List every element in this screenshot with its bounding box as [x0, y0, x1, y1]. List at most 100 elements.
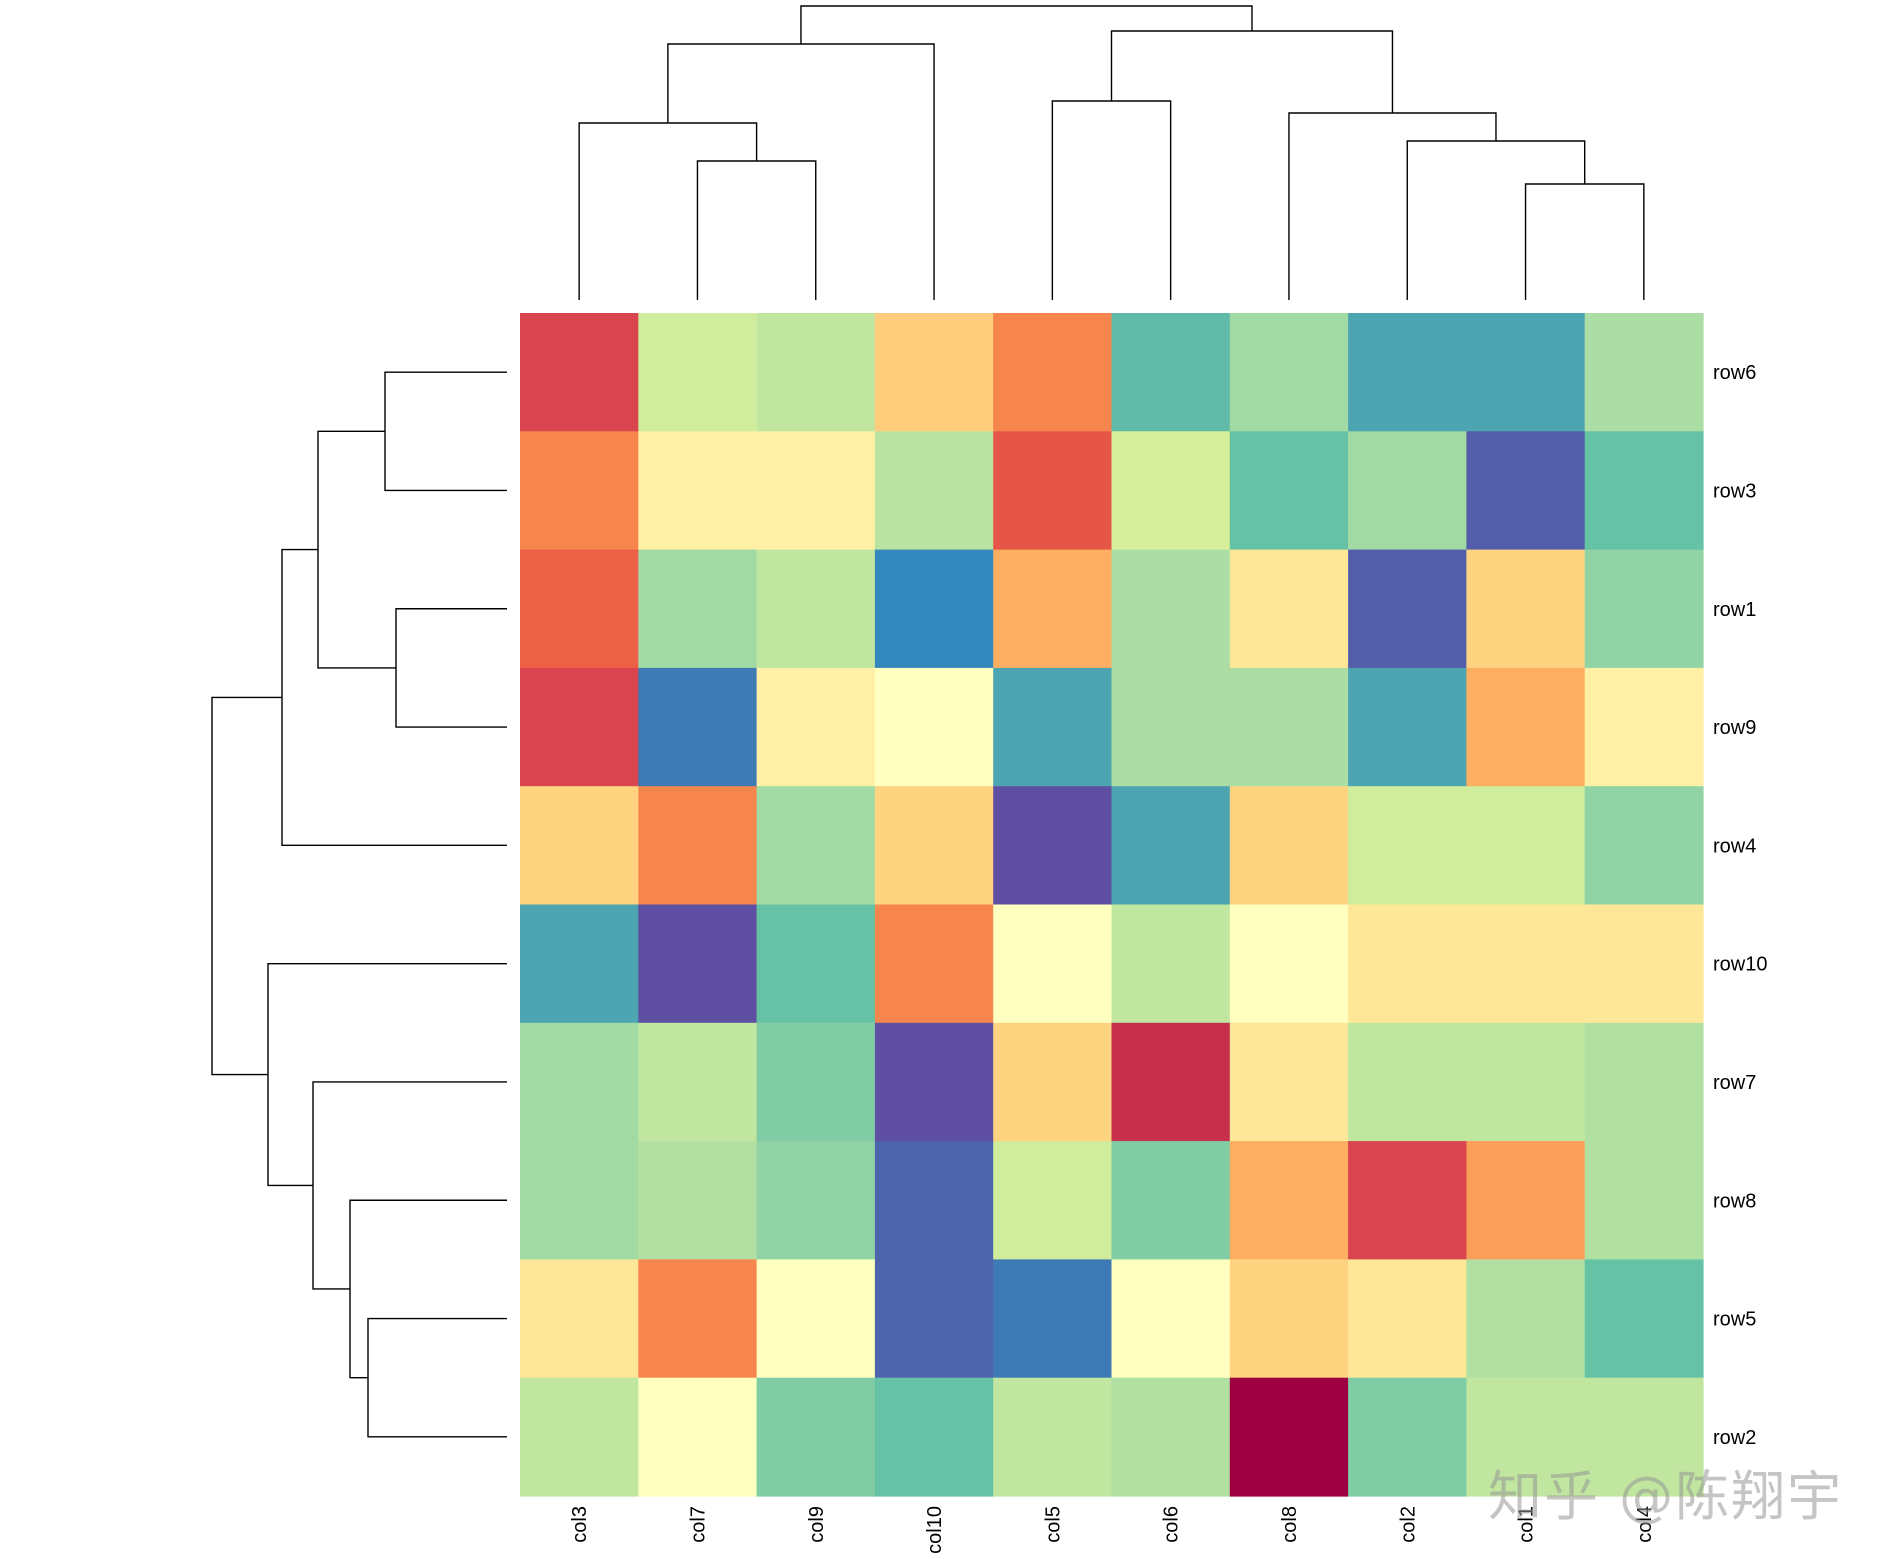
heatmap-cell-row8-col9: [757, 1141, 876, 1260]
heatmap-cell-row5-col1: [1466, 1259, 1585, 1378]
heatmap-cell-row1-col10: [875, 550, 994, 669]
column-dendrogram-link: [1526, 184, 1644, 300]
heatmap-cell-row3-col6: [1112, 431, 1231, 550]
column-dendrogram-link: [697, 161, 815, 300]
row-label: row8: [1713, 1190, 1756, 1212]
row-dendrogram-link: [350, 1200, 507, 1377]
heatmap-cell-row9-col4: [1585, 668, 1704, 787]
heatmap-cell-row5-col7: [638, 1259, 757, 1378]
heatmap-cell-row8-col4: [1585, 1141, 1704, 1260]
heatmap-cell-row7-col6: [1112, 1023, 1231, 1142]
heatmap-cell-row3-col2: [1348, 431, 1467, 550]
heatmap-cell-row1-col6: [1112, 550, 1231, 669]
row-label: row7: [1713, 1072, 1756, 1094]
heatmap-cell-row3-col3: [520, 431, 639, 550]
heatmap-cell-row4-col5: [993, 786, 1112, 905]
heatmap-cell-row4-col2: [1348, 786, 1467, 905]
heatmap-cell-row8-col10: [875, 1141, 994, 1260]
heatmap-cell-row3-col4: [1585, 431, 1704, 550]
heatmap-cell-row7-col10: [875, 1023, 994, 1142]
heatmap-cell-row5-col4: [1585, 1259, 1704, 1378]
heatmap-cell-row4-col4: [1585, 786, 1704, 905]
heatmap-cell-row4-col8: [1230, 786, 1349, 905]
heatmap-cell-row7-col9: [757, 1023, 876, 1142]
row-dendrogram-link: [385, 372, 507, 490]
heatmap-cell-row1-col4: [1585, 550, 1704, 669]
heatmap-cell-row2-col3: [520, 1378, 639, 1497]
row-dendrogram-link: [313, 1082, 507, 1289]
heatmap-cell-row1-col2: [1348, 550, 1467, 669]
heatmap-cell-row10-col3: [520, 905, 639, 1024]
heatmap-cell-row4-col7: [638, 786, 757, 905]
heatmap-cell-row7-col1: [1466, 1023, 1585, 1142]
heatmap-cell-row1-col8: [1230, 550, 1349, 669]
heatmap-cell-row9-col9: [757, 668, 876, 787]
row-labels: row6 row3 row1 row9 row4 row10 row7 row8 row5 row…: [1713, 362, 1767, 1449]
heatmap-cell-row5-col10: [875, 1259, 994, 1378]
heatmap-cell-row6-col8: [1230, 313, 1349, 432]
heatmap-cell-row8-col5: [993, 1141, 1112, 1260]
heatmap-cell-row1-col7: [638, 550, 757, 669]
column-label: col3: [569, 1506, 591, 1543]
heatmap-cell-row3-col9: [757, 431, 876, 550]
heatmap-cell-row6-col7: [638, 313, 757, 432]
heatmap-cell-row5-col3: [520, 1259, 639, 1378]
heatmap-cell-row9-col5: [993, 668, 1112, 787]
heatmap-cell-row8-col8: [1230, 1141, 1349, 1260]
heatmap-cell-row10-col2: [1348, 905, 1467, 1024]
heatmap-cell-row5-col2: [1348, 1259, 1467, 1378]
heatmap-cell-row9-col2: [1348, 668, 1467, 787]
heatmap-cell-row5-col8: [1230, 1259, 1349, 1378]
row-dendrogram-link: [368, 1319, 507, 1437]
row-label: row1: [1713, 599, 1756, 621]
heatmap-cell-row2-col9: [757, 1378, 876, 1497]
heatmap-cell-row2-col8: [1230, 1378, 1349, 1497]
column-label: col7: [687, 1506, 709, 1543]
heatmap-cell-row3-col10: [875, 431, 994, 550]
heatmap-cell-row8-col7: [638, 1141, 757, 1260]
heatmap-cell-row9-col10: [875, 668, 994, 787]
heatmap-cell-row6-col4: [1585, 313, 1704, 432]
heatmap-cell-row10-col10: [875, 905, 994, 1024]
heatmap-cell-row10-col4: [1585, 905, 1704, 1024]
heatmap-cell-row9-col3: [520, 668, 639, 787]
heatmap-cell-row10-col9: [757, 905, 876, 1024]
heatmap-cell-row7-col2: [1348, 1023, 1467, 1142]
heatmap-cell-row10-col6: [1112, 905, 1231, 1024]
heatmap-cell-row5-col5: [993, 1259, 1112, 1378]
heatmap-cell-row5-col9: [757, 1259, 876, 1378]
heatmap-cell-row10-col5: [993, 905, 1112, 1024]
heatmap-cell-row2-col5: [993, 1378, 1112, 1497]
row-label: row6: [1713, 362, 1756, 384]
heatmap-cell-row1-col1: [1466, 550, 1585, 669]
heatmap-cell-row10-col1: [1466, 905, 1585, 1024]
row-dendrogram-link: [282, 550, 507, 846]
heatmap-cell-row7-col5: [993, 1023, 1112, 1142]
heatmap-cell-row2-col2: [1348, 1378, 1467, 1497]
heatmap-cell-row10-col7: [638, 905, 757, 1024]
heatmap-cell-row9-col6: [1112, 668, 1231, 787]
heatmap-cell-row3-col8: [1230, 431, 1349, 550]
heatmap-cell-row4-col3: [520, 786, 639, 905]
heatmap-cell-row5-col6: [1112, 1259, 1231, 1378]
heatmap-cell-row3-col7: [638, 431, 757, 550]
column-label: col10: [924, 1506, 946, 1554]
row-dendrogram: [212, 372, 507, 1437]
heatmap-cell-row6-col5: [993, 313, 1112, 432]
heatmap-cell-row7-col3: [520, 1023, 639, 1142]
heatmap-cell-row2-col7: [638, 1378, 757, 1497]
heatmap-cell-row10-col8: [1230, 905, 1349, 1024]
heatmap-cell-row6-col10: [875, 313, 994, 432]
heatmap-cell-row8-col2: [1348, 1141, 1467, 1260]
heatmap-cell-row4-col10: [875, 786, 994, 905]
heatmap-cell-row4-col9: [757, 786, 876, 905]
heatmap-cell-row7-col7: [638, 1023, 757, 1142]
heatmap-cell-row7-col4: [1585, 1023, 1704, 1142]
row-label: row9: [1713, 717, 1756, 739]
heatmap-cell-row1-col5: [993, 550, 1112, 669]
heatmap-cell-row9-col1: [1466, 668, 1585, 787]
heatmap-cell-row8-col3: [520, 1141, 639, 1260]
column-label: col9: [806, 1506, 828, 1543]
heatmap-cell-row1-col9: [757, 550, 876, 669]
